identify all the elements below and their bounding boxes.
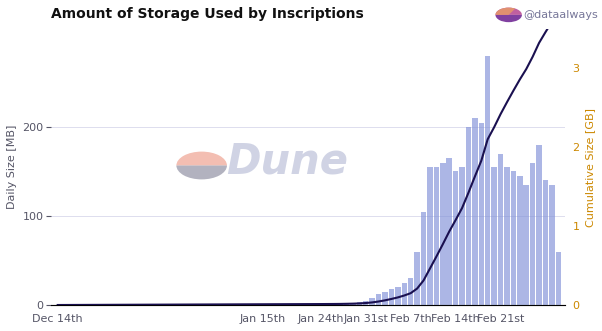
Bar: [370, 298, 375, 305]
Bar: [408, 278, 414, 305]
Bar: [447, 158, 452, 305]
Bar: [491, 167, 497, 305]
Y-axis label: Daily Size [MB]: Daily Size [MB]: [7, 125, 17, 209]
Bar: [504, 167, 510, 305]
Y-axis label: Cumulative Size [GB]: Cumulative Size [GB]: [585, 108, 595, 226]
Bar: [524, 185, 529, 305]
Bar: [466, 127, 471, 305]
Bar: [440, 163, 445, 305]
Bar: [530, 163, 535, 305]
Bar: [459, 167, 465, 305]
Bar: [363, 301, 368, 305]
Bar: [479, 122, 484, 305]
Bar: [517, 176, 523, 305]
Bar: [556, 252, 561, 305]
Bar: [498, 154, 503, 305]
Bar: [421, 212, 426, 305]
Text: @dataalways: @dataalways: [524, 10, 598, 20]
Bar: [453, 171, 458, 305]
Bar: [356, 302, 362, 305]
Bar: [433, 167, 439, 305]
Bar: [472, 118, 477, 305]
Bar: [549, 185, 554, 305]
Bar: [395, 287, 400, 305]
Bar: [350, 303, 356, 305]
Text: Dune: Dune: [226, 141, 349, 182]
Bar: [344, 304, 349, 305]
Bar: [389, 289, 394, 305]
Bar: [414, 252, 420, 305]
Bar: [510, 171, 516, 305]
Bar: [536, 145, 542, 305]
Bar: [376, 294, 381, 305]
Bar: [543, 180, 548, 305]
Bar: [485, 56, 491, 305]
Bar: [337, 304, 343, 305]
Text: Amount of Storage Used by Inscriptions: Amount of Storage Used by Inscriptions: [51, 7, 364, 21]
Bar: [402, 283, 407, 305]
Bar: [427, 167, 433, 305]
Bar: [382, 292, 388, 305]
